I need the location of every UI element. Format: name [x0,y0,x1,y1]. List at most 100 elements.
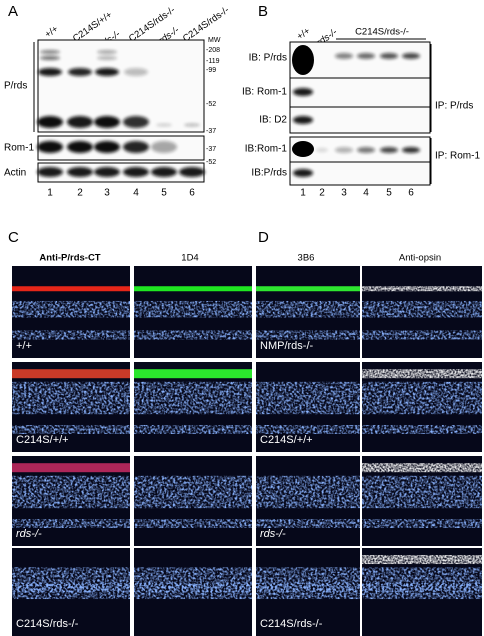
row-label: IB: Rom-1 [242,87,287,98]
blot-frame [37,135,205,161]
mw-marker: -37 [206,146,216,153]
mw-marker: -37 [206,128,216,135]
mw-marker: -52 [206,159,216,166]
lane-number: 3 [341,188,347,199]
panel-label: A [8,3,18,20]
band [123,167,149,177]
label-layer [256,286,360,292]
panel-label: B [258,3,268,20]
nuclear-layer [256,300,360,318]
lane-header: +/+ [295,25,313,42]
band [380,147,398,153]
band [67,116,93,128]
row-label: IB: D2 [259,115,287,126]
band [67,167,93,177]
band [94,141,120,153]
band [37,167,63,177]
band [335,147,353,153]
column-header: 3B6 [298,253,315,264]
mw-marker: -52 [206,101,216,108]
label-layer [134,369,252,379]
band [37,116,63,128]
row-label: P/rds [4,81,27,92]
label-layer [362,555,482,565]
label-layer [12,463,130,473]
lane-number: 5 [161,188,167,199]
row-label: IB: P/rds [249,53,287,64]
row-label: rds-/- [260,528,286,540]
band [95,68,119,76]
label-layer [12,286,130,292]
blot-frame [289,161,431,186]
nuclear-layer [134,425,252,434]
band [123,116,149,128]
nuclear-layer [362,583,482,592]
lane-number: 5 [386,188,392,199]
nuclear-layer [12,475,130,509]
ip-label: IP: P/rds [435,101,473,112]
band [156,123,172,127]
band [357,147,375,153]
lane-number: 4 [363,188,369,199]
nuclear-layer [362,475,482,509]
blot-frame [37,39,205,133]
lane-number: 1 [47,188,53,199]
label-layer [362,369,482,379]
nuclear-layer [12,381,130,415]
band [94,167,120,177]
panel-label: C [8,229,19,246]
lane-header: +/+ [43,23,61,40]
nuclear-layer [256,567,360,600]
band [38,68,62,76]
row-label: IB:Rom-1 [245,144,288,155]
column-header: 1D4 [181,253,198,264]
lane-number: 6 [408,188,414,199]
nuclear-layer [12,425,130,434]
column-header: Anti-P/rds-CT [39,253,100,264]
band [68,68,92,76]
row-label: NMP/rds-/- [260,340,314,352]
blot-frame [289,106,431,134]
band [357,53,375,59]
nuclear-layer [362,330,482,340]
nuclear-layer [362,425,482,434]
nuclear-layer [134,330,252,340]
lane-number: 2 [319,188,325,199]
band [316,148,328,152]
band [37,141,63,153]
panel-label: D [258,229,269,246]
nuclear-layer [256,475,360,509]
band [380,53,398,59]
lane-number: 2 [77,188,83,199]
nuclear-layer [362,567,482,600]
lane-header: C214S/rds-/- [181,5,231,45]
nuclear-layer [12,519,130,528]
column-header: Anti-opsin [399,253,441,264]
nuclear-layer [256,381,360,415]
lane-number: 3 [104,188,110,199]
row-label: rds-/- [16,528,42,540]
band [179,167,205,177]
band [293,169,313,177]
band [97,56,117,60]
band [40,50,60,54]
nuclear-layer [134,381,252,415]
mw-title: MW [208,37,221,44]
row-label: C214S/rds-/- [16,618,79,630]
band [402,53,420,59]
label-layer [12,369,130,379]
band [292,45,314,75]
nuclear-layer [134,475,252,509]
lane-number: 1 [300,188,306,199]
band [293,116,313,124]
lane-number: 4 [133,188,139,199]
band [151,141,177,153]
label-layer [134,286,252,292]
row-label: Actin [4,168,26,179]
ip-label: IP: Rom-1 [435,151,480,162]
nuclear-layer [134,519,252,528]
nuclear-layer [134,567,252,600]
row-label: C214S/rds-/- [260,618,323,630]
band [97,50,117,54]
